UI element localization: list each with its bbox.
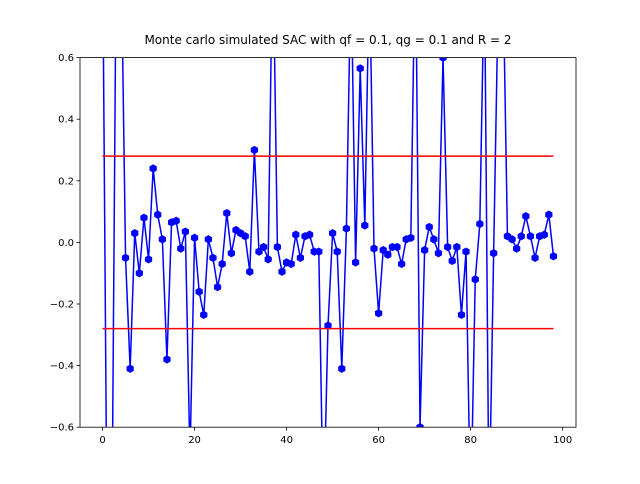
- data-point: [273, 242, 282, 252]
- x-tick-label: 60: [372, 435, 385, 446]
- data-point: [416, 423, 424, 428]
- data-point: [259, 242, 268, 252]
- data-point: [421, 245, 429, 255]
- data-point: [549, 252, 558, 261]
- data-point: [526, 232, 535, 241]
- data-point: [342, 224, 351, 233]
- plot-area: [102, 57, 558, 428]
- data-point: [296, 253, 305, 262]
- data-point: [121, 253, 130, 262]
- data-point: [204, 235, 212, 244]
- x-tick-label: 0: [99, 435, 105, 446]
- data-point: [135, 269, 143, 278]
- data-point: [140, 213, 148, 222]
- data-point: [131, 228, 139, 238]
- data-point: [522, 212, 530, 221]
- data-point: [462, 247, 470, 256]
- data-point: [209, 253, 217, 262]
- data-point: [172, 216, 180, 226]
- data-point: [370, 244, 378, 253]
- data-point: [190, 233, 199, 242]
- data-point: [361, 221, 369, 230]
- data-point: [328, 228, 337, 238]
- data-point: [241, 232, 249, 241]
- y-tick-label: 0.4: [58, 115, 74, 126]
- data-point: [540, 230, 548, 239]
- data-point: [333, 247, 341, 256]
- y-tick-label: −0.4: [50, 361, 74, 372]
- y-tick-label: 0.0: [58, 238, 74, 249]
- x-tick-label: 20: [188, 435, 201, 446]
- data-point: [356, 64, 364, 73]
- data-point: [227, 249, 235, 258]
- data-point: [218, 259, 226, 269]
- data-point: [439, 57, 447, 62]
- data-point: [278, 267, 286, 276]
- chart-title: Monte carlo simulated SAC with qf = 0.1,…: [144, 33, 511, 47]
- data-point: [476, 219, 484, 229]
- data-point: [434, 249, 443, 258]
- data-point: [163, 355, 171, 364]
- data-point: [407, 233, 415, 242]
- data-point: [149, 164, 157, 173]
- x-tick-label: 80: [464, 435, 477, 446]
- data-point: [158, 235, 166, 244]
- data-point: [425, 222, 433, 232]
- data-point: [177, 244, 185, 253]
- data-point: [351, 258, 360, 267]
- data-point: [471, 275, 479, 284]
- y-tick-label: −0.2: [50, 300, 74, 311]
- data-point: [246, 267, 254, 276]
- data-point: [384, 250, 392, 259]
- data-point: [195, 287, 203, 296]
- y-tick-label: 0.2: [58, 176, 74, 187]
- data-point: [517, 232, 525, 241]
- y-tick-label: −0.6: [50, 423, 74, 434]
- data-point: [213, 282, 222, 292]
- data-point: [255, 247, 263, 256]
- data-point: [508, 235, 516, 244]
- data-point: [287, 259, 295, 269]
- data-point: [453, 242, 461, 252]
- data-point: [545, 210, 553, 219]
- data-point: [398, 259, 406, 269]
- data-point: [264, 255, 272, 264]
- data-point: [338, 364, 346, 373]
- x-tick-label: 100: [553, 435, 572, 446]
- data-point: [457, 310, 466, 319]
- data-point: [292, 230, 300, 239]
- data-point: [448, 256, 456, 266]
- data-point: [490, 249, 498, 258]
- data-point: [513, 244, 521, 253]
- data-point: [200, 310, 208, 319]
- data-point: [305, 230, 314, 239]
- data-point: [126, 364, 134, 373]
- y-tick-label: 0.6: [58, 53, 74, 64]
- data-point: [315, 247, 323, 256]
- data-point: [223, 208, 231, 218]
- data-point: [393, 242, 401, 252]
- data-point: [154, 210, 162, 219]
- data-point: [144, 255, 153, 264]
- data-point: [250, 145, 258, 155]
- data-point: [324, 321, 332, 330]
- data-point: [444, 242, 452, 252]
- data-point: [374, 309, 383, 318]
- data-point: [181, 227, 189, 236]
- data-point: [430, 235, 438, 244]
- x-tick-label: 40: [280, 435, 293, 446]
- data-point: [531, 253, 539, 262]
